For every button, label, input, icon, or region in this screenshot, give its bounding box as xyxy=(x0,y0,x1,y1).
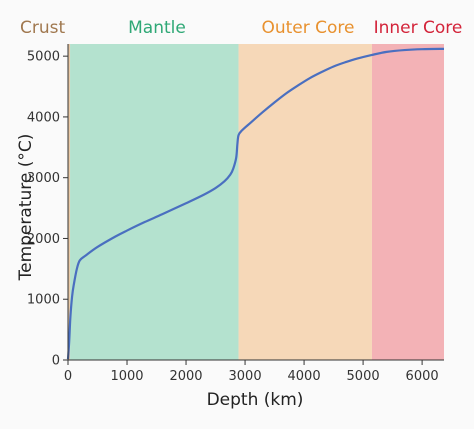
layer-label-outer-core: Outer Core xyxy=(261,18,354,38)
y-tick-label: 3000 xyxy=(27,171,60,186)
x-tick-label: 0 xyxy=(64,369,72,384)
layer-bands xyxy=(68,44,444,360)
y-tick-label: 5000 xyxy=(27,50,60,65)
x-tick-label: 4000 xyxy=(288,369,321,384)
layer-band-mantle xyxy=(70,44,239,360)
y-tick-label: 4000 xyxy=(27,110,60,125)
x-tick-label: 3000 xyxy=(229,369,262,384)
y-tick-label: 1000 xyxy=(27,293,60,308)
x-tick-label: 2000 xyxy=(169,369,202,384)
layer-label-inner-core: Inner Core xyxy=(374,18,463,38)
y-tick-label: 2000 xyxy=(27,232,60,247)
x-tick-label: 5000 xyxy=(347,369,380,384)
x-tick-label: 1000 xyxy=(110,369,143,384)
layer-band-crust xyxy=(68,44,71,360)
series-line-0 xyxy=(66,47,445,360)
layer-labels: Crust Mantle Outer Core Inner Core xyxy=(20,18,462,38)
layer-band-inner-core xyxy=(371,44,444,360)
layer-label-mantle: Mantle xyxy=(128,18,186,38)
axes-group: 0 1000 2000 3000 4000 5000 6000 0 1000 2000 3000 40… xyxy=(27,44,444,384)
x-axis-title: Depth (km) xyxy=(207,390,304,410)
series-group xyxy=(66,47,445,360)
y-axis-title: Temperature (°C) xyxy=(16,134,36,282)
layer-label-crust: Crust xyxy=(20,18,65,38)
x-tick-label: 6000 xyxy=(406,369,439,384)
y-tick-label: 0 xyxy=(52,354,60,369)
layer-band-outer-core xyxy=(238,44,372,360)
